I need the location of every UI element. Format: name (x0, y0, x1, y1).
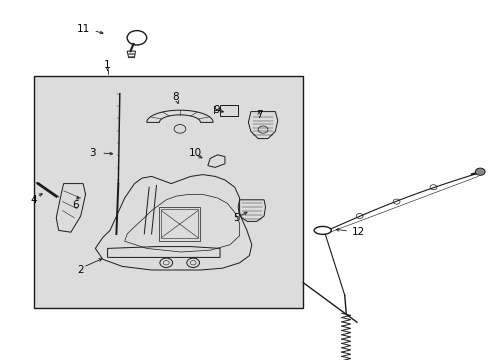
Text: 3: 3 (88, 148, 95, 158)
Bar (34, 76, 303, 308)
Bar (161, 209, 198, 238)
Text: 8: 8 (172, 92, 179, 102)
Text: 1: 1 (104, 60, 111, 70)
Text: 10: 10 (189, 148, 202, 158)
Text: 7: 7 (255, 110, 262, 120)
Bar (159, 207, 200, 241)
Text: 5: 5 (232, 213, 239, 223)
Ellipse shape (313, 226, 331, 234)
Bar (220, 105, 237, 116)
Text: 4: 4 (30, 195, 37, 205)
Text: 2: 2 (77, 265, 84, 275)
Text: 12: 12 (351, 227, 365, 237)
Circle shape (474, 168, 484, 175)
Text: 9: 9 (213, 105, 220, 115)
Text: 11: 11 (77, 24, 90, 34)
Text: 6: 6 (72, 200, 79, 210)
